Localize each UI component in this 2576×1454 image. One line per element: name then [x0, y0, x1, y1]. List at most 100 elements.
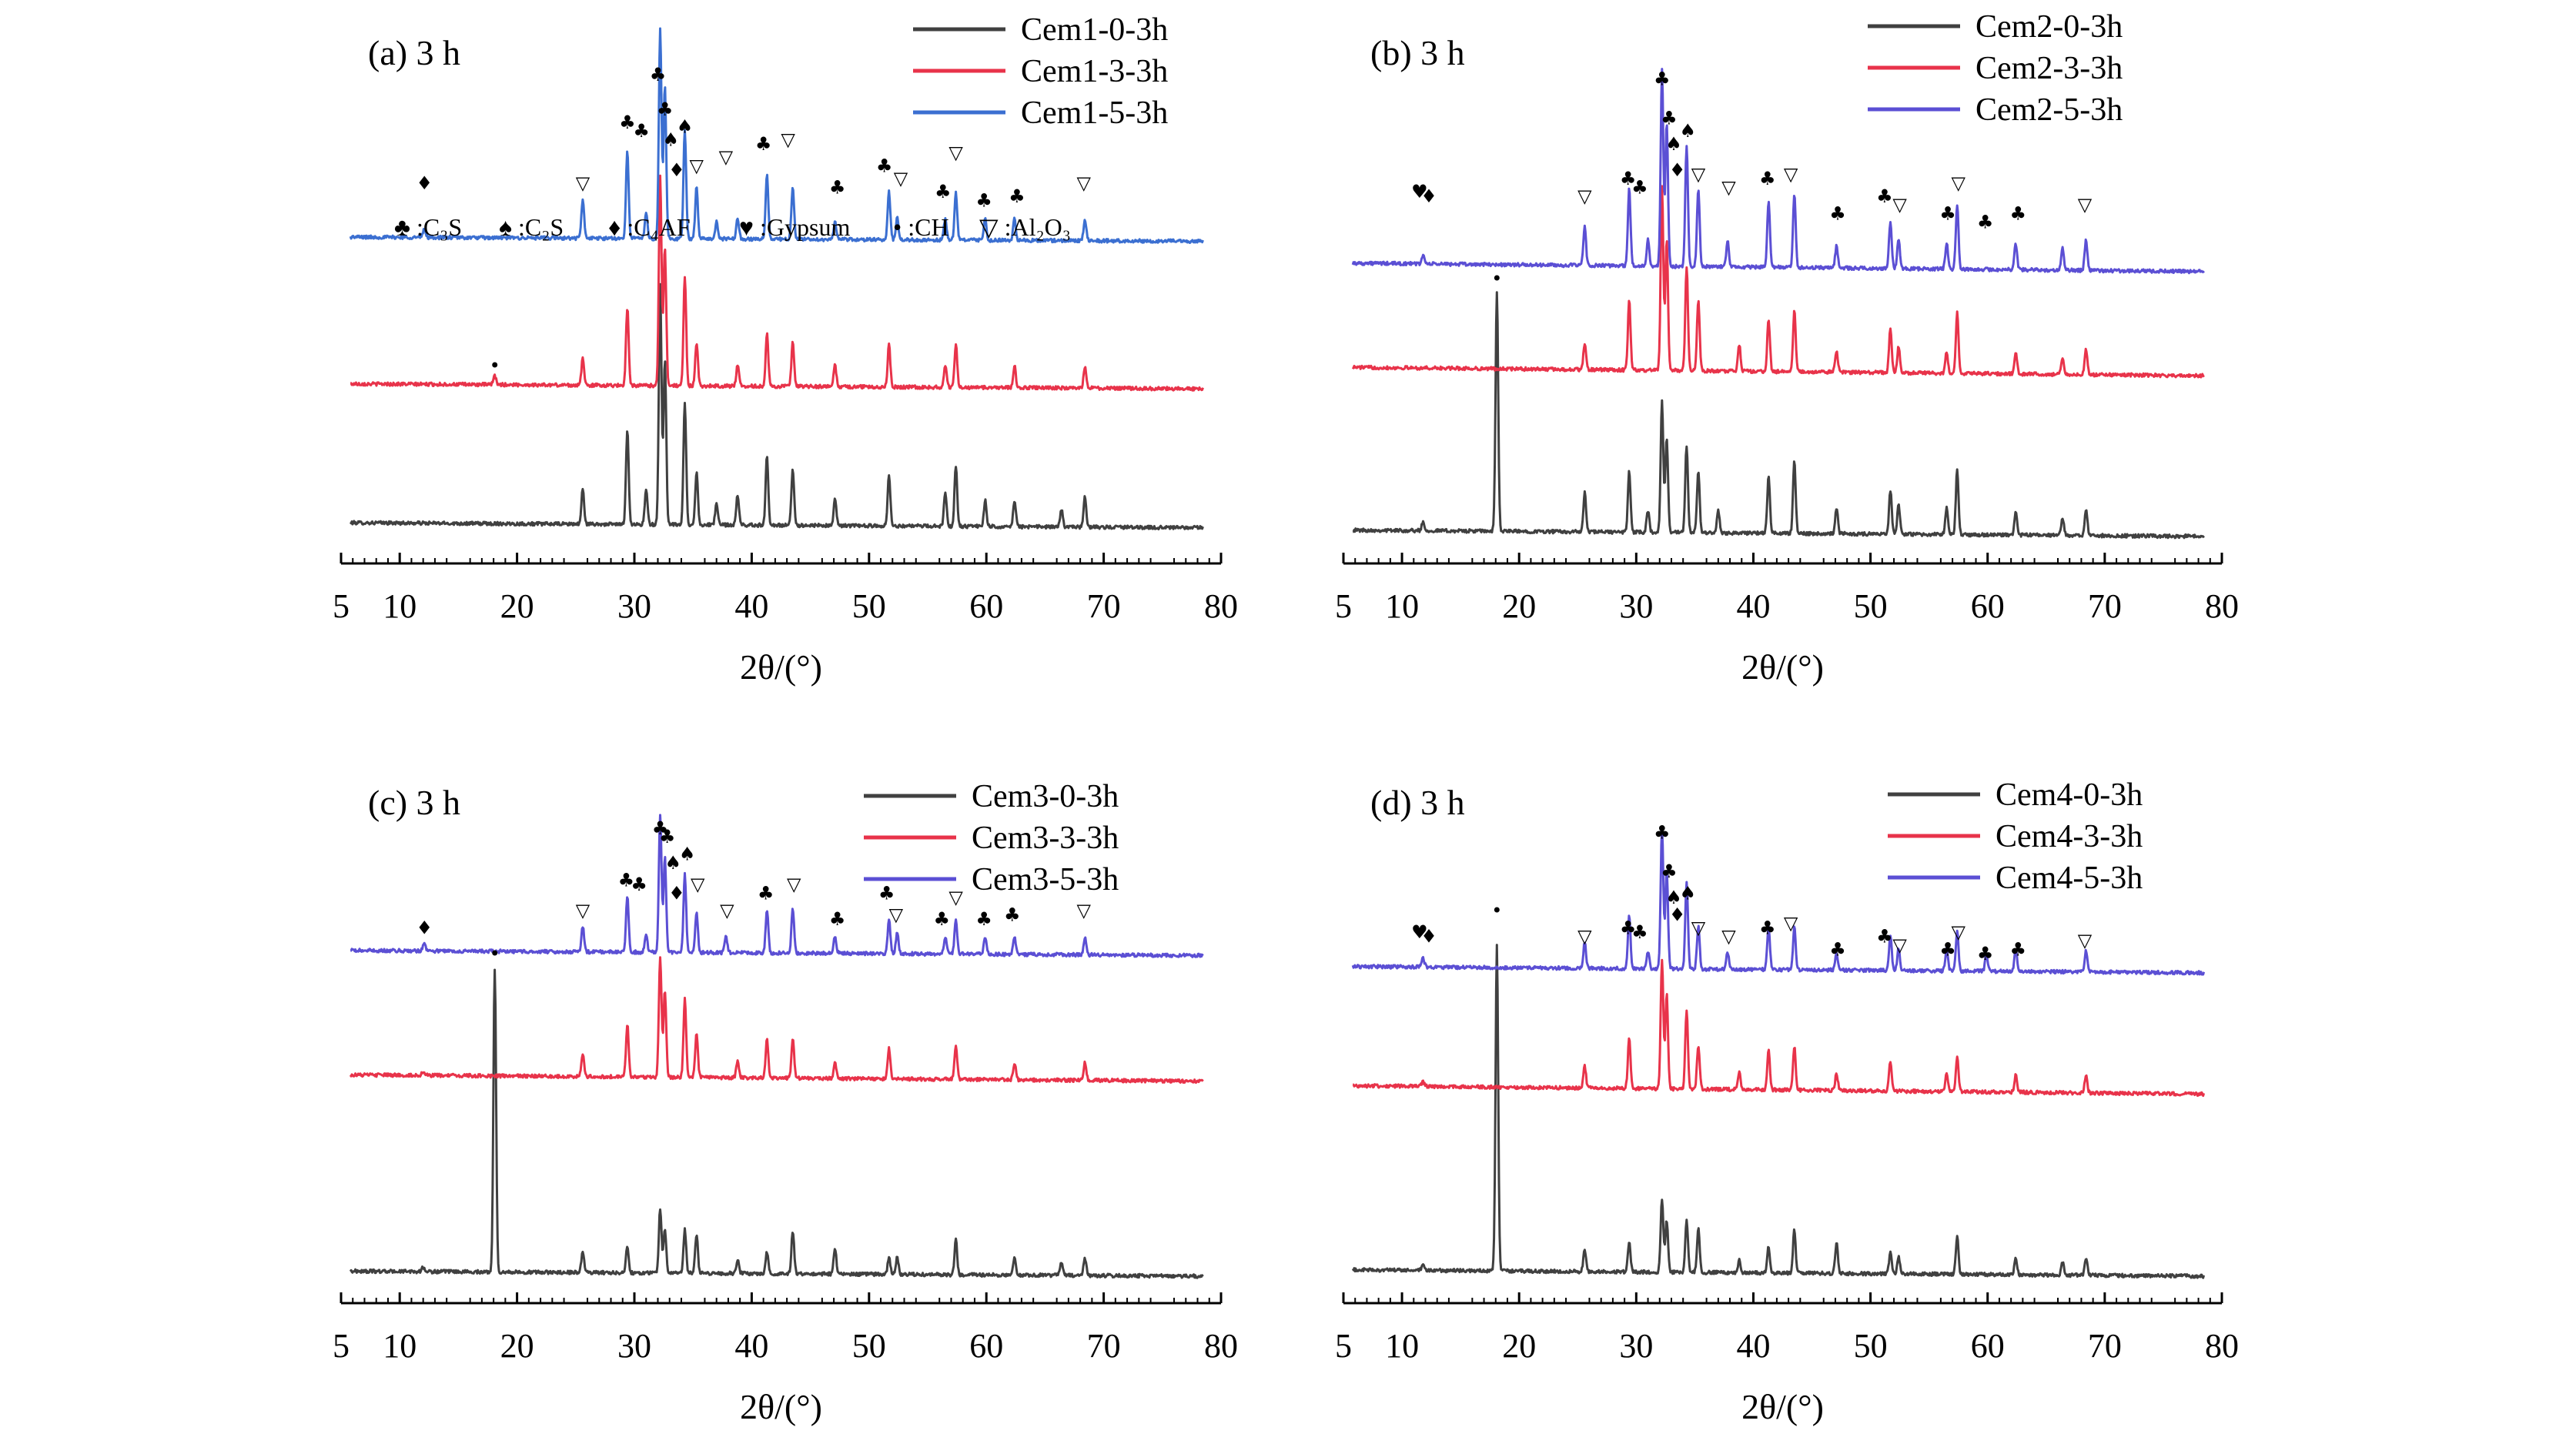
phase-key-item: ♥ :Gypsum [739, 213, 850, 241]
x-axis-title: 2θ/(°) [1741, 1387, 1824, 1426]
x-tick-label: 30 [617, 1327, 651, 1365]
x-tick-label: 60 [969, 587, 1003, 625]
panel-label: (a) 3 h [368, 33, 460, 72]
x-tick-label: 10 [1385, 587, 1419, 625]
peak-marker: ♥ [1411, 181, 1428, 202]
peak-marker: ♠ [1665, 887, 1682, 908]
peak-marker: ♣ [619, 112, 636, 133]
x-tick-label: 5 [333, 1327, 350, 1365]
panel-label: (d) 3 h [1370, 783, 1465, 822]
series-line-Cem4-0-3h [1351, 944, 2206, 1279]
panel-label: (b) 3 h [1370, 33, 1465, 72]
peak-marker: ▽ [948, 142, 963, 163]
peak-marker: ▽ [1951, 921, 1965, 943]
peak-marker: ♠ [665, 852, 682, 874]
x-tick-label: 20 [500, 1327, 534, 1365]
peak-marker: ▽ [2078, 930, 2093, 951]
series-line-Cem4-3-3h [1352, 958, 2206, 1098]
series-line-Cem2-5-3h [1351, 68, 2205, 275]
peak-marker: ♣ [1977, 943, 1994, 964]
peak-marker: • [490, 943, 500, 964]
peak-marker: ♣ [829, 908, 846, 930]
series-line-Cem1-0-3h [349, 282, 1204, 530]
peak-marker: ♣ [1759, 917, 1776, 938]
peak-marker: ♠ [1665, 133, 1682, 155]
legend-label: Cem1-5-3h [1021, 95, 1168, 131]
legend-label: Cem2-5-3h [1975, 92, 2123, 128]
legend-label: Cem3-3-3h [972, 821, 1119, 856]
peak-marker: ♦ [668, 159, 685, 181]
x-tick-label: 50 [1854, 1327, 1888, 1365]
x-tick-label: 20 [500, 587, 534, 625]
peak-marker: ♣ [755, 133, 772, 155]
peak-marker: ♦ [668, 882, 685, 904]
x-tick-label: 20 [1502, 587, 1536, 625]
x-tick-label: 30 [617, 587, 651, 625]
peak-marker: ♦ [1420, 926, 1437, 948]
peak-marker: ♦ [416, 172, 433, 194]
peak-marker: ♣ [1759, 168, 1776, 189]
peak-marker: ♣ [935, 181, 952, 202]
peak-marker: • [1491, 900, 1502, 921]
x-tick-label: 5 [1335, 1327, 1352, 1365]
legend-label: Cem4-3-3h [1996, 819, 2143, 854]
peak-marker: ▽ [1076, 900, 1091, 921]
series-line-Cem1-3-3h [350, 174, 1204, 392]
series-line-Cem1-5-3h [349, 27, 1204, 244]
peak-marker: ♣ [876, 155, 893, 176]
peak-marker: ♦ [1669, 904, 1686, 925]
peak-marker: • [1491, 268, 1502, 289]
x-tick-label: 30 [1619, 1327, 1653, 1365]
x-tick-label: 20 [1502, 1327, 1536, 1365]
x-tick-label: 50 [852, 1327, 886, 1365]
peak-marker: ▽ [720, 900, 734, 921]
legend-label: Cem4-0-3h [1996, 777, 2143, 813]
peak-marker: ▽ [1691, 917, 1706, 938]
x-tick-label: 60 [1971, 1327, 2005, 1365]
peak-marker: ♣ [2010, 938, 2027, 960]
x-axis-title: 2θ/(°) [1741, 647, 1824, 687]
peak-marker: ♣ [1620, 168, 1637, 189]
peak-marker: ♣ [1939, 938, 1956, 960]
x-tick-label: 50 [852, 587, 886, 625]
x-axis-title: 2θ/(°) [740, 647, 822, 687]
peak-marker: ▽ [948, 887, 963, 908]
panel-label: (c) 3 h [368, 783, 460, 822]
series-line-Cem3-0-3h [349, 968, 1204, 1279]
x-tick-label: 10 [383, 1327, 417, 1365]
phase-key-item: • :CH [893, 213, 949, 241]
peak-marker: ▽ [894, 168, 908, 189]
peak-marker: ♣ [1661, 107, 1678, 129]
peak-marker: ▽ [1721, 926, 1736, 948]
x-tick-label: 50 [1854, 587, 1888, 625]
series-line-Cem2-0-3h [1352, 291, 2205, 540]
peak-marker: ▽ [1721, 177, 1736, 199]
peak-marker: ♣ [1939, 202, 1956, 224]
peak-marker: ♣ [1009, 186, 1025, 207]
peak-marker: ♣ [934, 908, 951, 930]
peak-marker: ♣ [1977, 212, 1994, 233]
peak-marker: ▽ [576, 172, 590, 194]
peak-marker: ♣ [631, 874, 647, 895]
x-tick-label: 70 [2088, 1327, 2122, 1365]
peak-marker: ♣ [1004, 904, 1021, 925]
peak-marker: ▽ [1577, 186, 1592, 207]
peak-marker: ▽ [690, 155, 704, 176]
legend-label: Cem4-5-3h [1996, 861, 2143, 896]
legend-label: Cem1-0-3h [1021, 12, 1168, 48]
peak-marker: ♣ [829, 177, 846, 199]
phase-key: ♣ :C₃S ♠ :C₂S ♦ :C₄AF ♥ :Gypsum • :CH ▽ :Al₂O… [394, 213, 1071, 241]
legend-label: Cem3-5-3h [972, 862, 1119, 897]
peak-marker: ♣ [1654, 821, 1671, 843]
peak-marker: ▽ [1892, 194, 1907, 216]
x-tick-label: 5 [1335, 587, 1352, 625]
peak-marker: ♣ [657, 99, 674, 120]
peak-marker: ♣ [1620, 917, 1637, 938]
peak-marker: ▽ [787, 874, 801, 895]
x-tick-label: 10 [383, 587, 417, 625]
peak-marker: ♣ [650, 64, 667, 85]
peak-marker: ♠ [679, 844, 696, 865]
peak-marker: ▽ [781, 129, 795, 150]
peak-marker: ♦ [1669, 159, 1686, 181]
